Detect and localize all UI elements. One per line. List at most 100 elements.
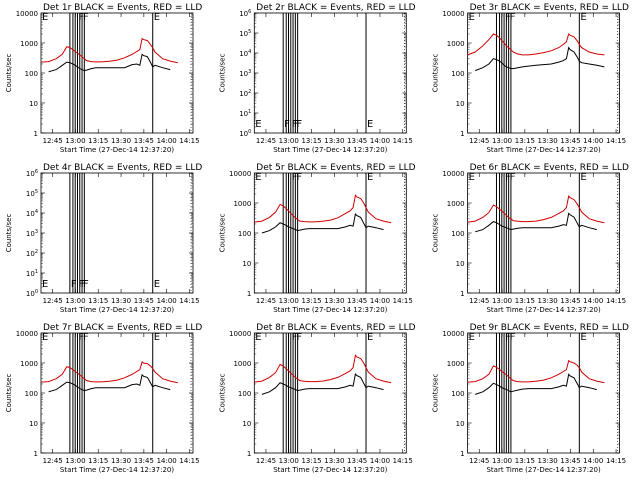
x-axis-title: Start Time (27-Dec-14 12:37:20) (486, 306, 600, 314)
x-tick-label: 14:15 (606, 137, 626, 145)
y-tick-label: 10 (29, 420, 38, 428)
panel-det-4: Det 4r BLACK = Events, RED = LLD 100 101 10… (5, 163, 202, 314)
marker-e: E (367, 332, 373, 343)
y-tick-label: 102 (239, 89, 251, 98)
marker-f: F (83, 12, 89, 23)
y-tick-label: 1 (460, 450, 464, 458)
x-tick-label: 13:00 (65, 137, 85, 145)
marker-f: F (71, 279, 77, 290)
marker-e: E (469, 332, 475, 343)
y-tick-label: 10000 (442, 170, 464, 178)
x-tick-label: 14:15 (179, 137, 199, 145)
x-tick-label: 13:15 (88, 137, 108, 145)
x-tick-label: 14:15 (393, 137, 413, 145)
x-tick-label: 13:00 (65, 457, 85, 465)
x-tick-label: 13:45 (560, 137, 580, 145)
x-axis-title: Start Time (27-Dec-14 12:37:20) (60, 146, 174, 154)
panel-title: Det 8r BLACK = Events, RED = LLD (256, 323, 415, 333)
marker-f: F (292, 172, 298, 183)
x-tick-label: 13:15 (88, 457, 108, 465)
marker-f: F (510, 332, 516, 343)
y-tick-label: 105 (26, 189, 38, 198)
x-tick-label: 13:45 (134, 457, 154, 465)
y-tick-label: 104 (26, 209, 38, 218)
y-tick-label: 103 (239, 69, 251, 78)
x-tick-label: 14:00 (370, 457, 390, 465)
y-tick-label: 1000 (233, 360, 251, 368)
marker-f: F (296, 172, 302, 183)
y-tick-label: 101 (239, 109, 251, 118)
panel-det-5: Det 5r BLACK = Events, RED = LLD 1 10 100 10… (218, 163, 415, 314)
x-tick-label: 13:15 (515, 137, 535, 145)
y-tick-label: 1000 (20, 360, 38, 368)
x-tick-label: 13:30 (538, 457, 558, 465)
x-tick-label: 13:30 (111, 137, 131, 145)
x-tick-label: 14:00 (583, 457, 603, 465)
plot-frame (40, 332, 194, 454)
y-tick-label: 100 (25, 390, 38, 398)
x-tick-label: 13:30 (324, 297, 344, 305)
y-tick-label: 10 (242, 420, 251, 428)
y-axis-title: Counts/sec (432, 214, 440, 253)
x-tick-label: 13:30 (324, 137, 344, 145)
x-tick-label: 12:45 (256, 137, 276, 145)
y-tick-label: 100 (26, 289, 38, 298)
y-tick-label: 100 (451, 70, 464, 78)
y-axis-title: Counts/sec (5, 374, 13, 413)
x-tick-label: 12:45 (469, 297, 489, 305)
plot-frame (40, 12, 194, 134)
marker-e: E (42, 332, 48, 343)
y-tick-label: 1 (34, 130, 38, 138)
x-tick-label: 14:15 (393, 297, 413, 305)
y-tick-label: 10 (456, 100, 465, 108)
series-lld (467, 359, 605, 384)
marker-f: F (292, 332, 298, 343)
plot-frame (40, 172, 194, 294)
y-tick-label: 106 (26, 169, 38, 178)
x-tick-label: 13:30 (538, 137, 558, 145)
marker-f: F (83, 279, 89, 290)
marker-f: F (296, 332, 302, 343)
marker-f: F (294, 119, 300, 130)
x-axis-title: Start Time (27-Dec-14 12:37:20) (486, 466, 600, 474)
y-axis-title: Counts/sec (432, 54, 440, 93)
marker-e: E (255, 172, 261, 183)
y-axis-title: Counts/sec (218, 374, 226, 413)
x-tick-label: 14:00 (157, 297, 177, 305)
y-tick-label: 10 (456, 260, 465, 268)
y-tick-label: 106 (239, 9, 251, 18)
x-tick-label: 13:15 (301, 297, 321, 305)
y-tick-label: 10000 (442, 330, 464, 338)
marker-e: E (469, 12, 475, 23)
x-tick-label: 13:45 (347, 137, 367, 145)
x-tick-label: 13:15 (88, 297, 108, 305)
y-tick-label: 104 (239, 49, 251, 58)
x-tick-label: 14:15 (606, 457, 626, 465)
marker-f: F (81, 279, 87, 290)
y-tick-label: 10000 (229, 330, 251, 338)
x-tick-label: 13:15 (301, 137, 321, 145)
marker-f: F (292, 119, 298, 130)
x-tick-label: 13:00 (279, 457, 299, 465)
x-tick-label: 13:30 (324, 457, 344, 465)
y-tick-label: 100 (238, 390, 251, 398)
panel-det-9: Det 9r BLACK = Events, RED = LLD 1 10 100 10… (432, 323, 629, 474)
series-events (48, 53, 171, 73)
series-events (475, 212, 597, 233)
y-tick-label: 102 (26, 249, 38, 258)
x-tick-label: 12:45 (256, 297, 276, 305)
marker-f: F (284, 119, 290, 130)
marker-e: E (154, 12, 160, 23)
panel-title: Det 4r BLACK = Events, RED = LLD (43, 163, 202, 173)
x-axis-title: Start Time (27-Dec-14 12:37:20) (273, 466, 387, 474)
y-tick-label: 101 (26, 269, 38, 278)
panel-det-3: Det 3r BLACK = Events, RED = LLD 1 10 100 10… (432, 3, 629, 154)
panel-det-8: Det 8r BLACK = Events, RED = LLD 1 10 100 10… (218, 323, 415, 474)
x-tick-label: 13:00 (65, 297, 85, 305)
x-tick-label: 14:00 (583, 137, 603, 145)
y-tick-label: 105 (239, 29, 251, 38)
x-tick-label: 14:00 (157, 137, 177, 145)
y-tick-label: 1000 (447, 40, 465, 48)
x-tick-label: 13:00 (279, 137, 299, 145)
